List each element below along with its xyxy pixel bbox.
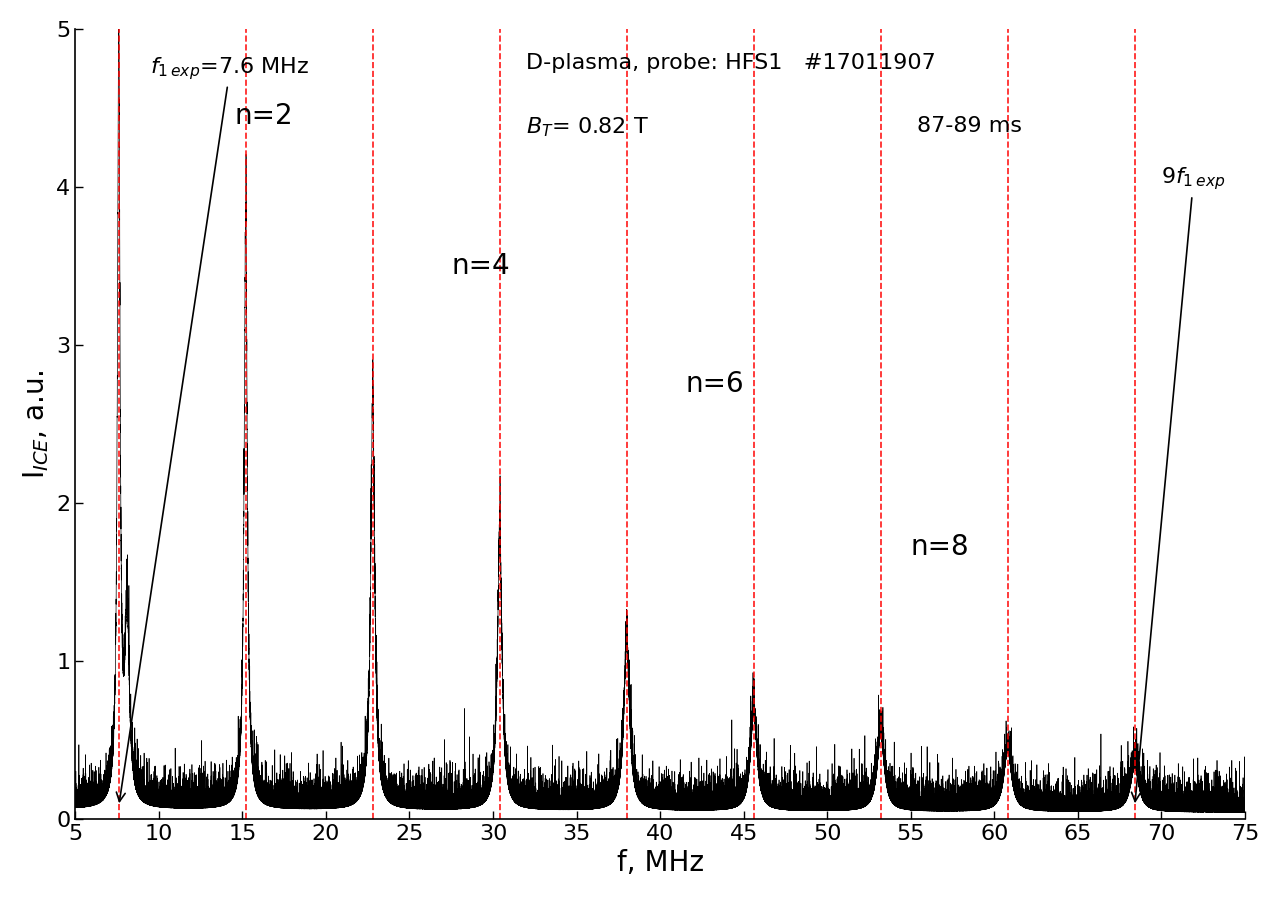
Y-axis label: I$_{ICE}$, a.u.: I$_{ICE}$, a.u. — [20, 369, 51, 479]
Text: $9f_{1\,exp}$: $9f_{1\,exp}$ — [1132, 165, 1226, 802]
Text: n=6: n=6 — [685, 370, 744, 399]
Text: n=8: n=8 — [911, 533, 969, 561]
X-axis label: f, MHz: f, MHz — [617, 850, 704, 877]
Text: n=4: n=4 — [452, 251, 509, 280]
Text: n=2: n=2 — [234, 101, 293, 129]
Text: $B_T$= 0.82 T: $B_T$= 0.82 T — [526, 116, 649, 139]
Text: 87-89 ms: 87-89 ms — [918, 116, 1023, 136]
Text: D-plasma, probe: HFS1   #17011907: D-plasma, probe: HFS1 #17011907 — [526, 52, 936, 73]
Text: $f_{1\,exp}$=7.6 MHz: $f_{1\,exp}$=7.6 MHz — [116, 55, 310, 802]
